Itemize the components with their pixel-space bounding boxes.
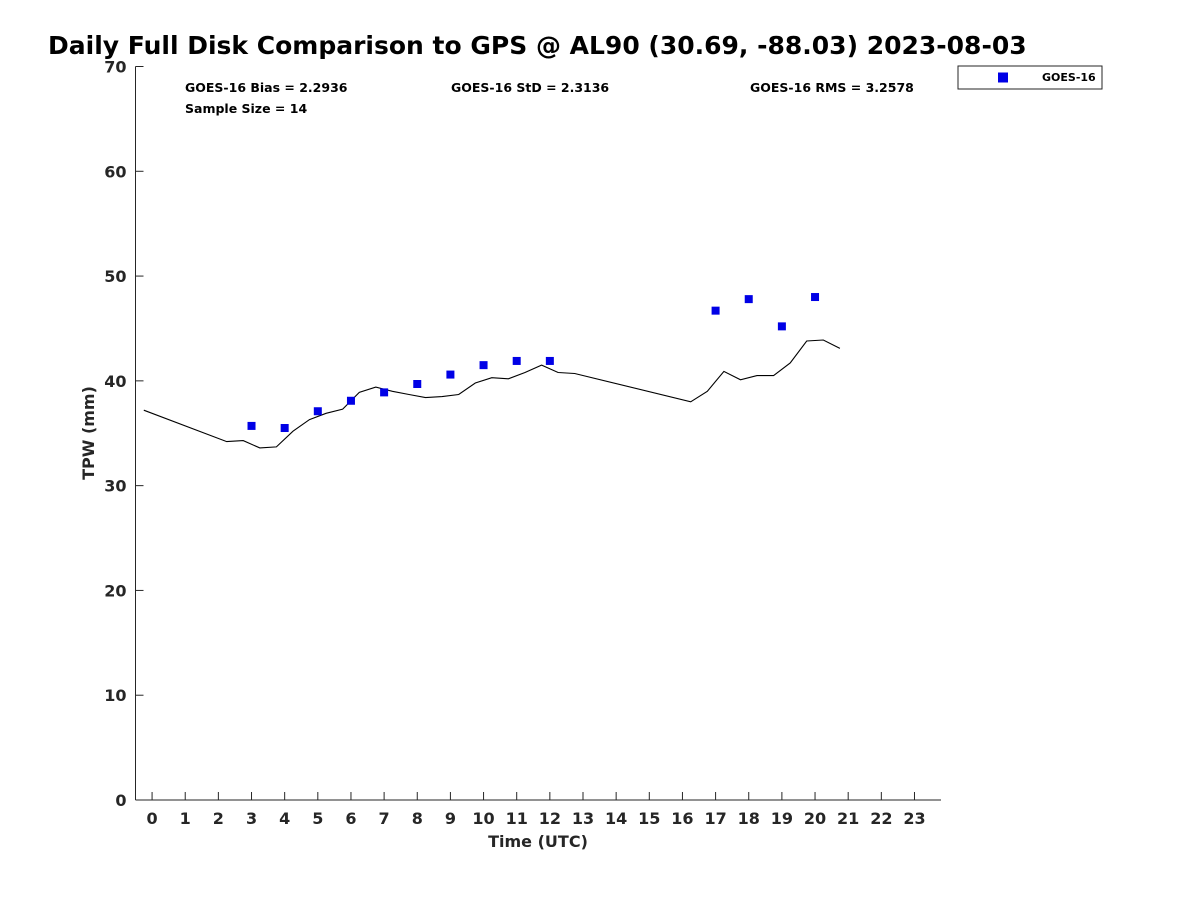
x-tick-label: 20: [804, 809, 826, 828]
goes16-point: [446, 370, 455, 379]
x-tick-label: 7: [379, 809, 390, 828]
x-tick-label: 21: [837, 809, 859, 828]
y-tick-label: 20: [104, 581, 126, 600]
y-tick-label: 0: [115, 791, 126, 810]
x-tick-label: 18: [738, 809, 760, 828]
x-tick-label: 23: [903, 809, 925, 828]
y-axis-label: TPW (mm): [79, 386, 98, 480]
rms-annotation: GOES-16 RMS = 3.2578: [750, 80, 914, 95]
x-tick-label: 12: [539, 809, 561, 828]
x-tick-label: 17: [704, 809, 726, 828]
x-tick-label: 5: [312, 809, 323, 828]
legend-box: [957, 65, 1103, 90]
x-tick-label: 11: [506, 809, 528, 828]
x-tick-label: 19: [771, 809, 793, 828]
x-tick-label: 4: [279, 809, 290, 828]
x-tick-label: 9: [445, 809, 456, 828]
goes16-point: [777, 322, 786, 331]
x-tick-label: 2: [213, 809, 224, 828]
x-tick-label: 10: [472, 809, 494, 828]
y-tick-label: 10: [104, 686, 126, 705]
y-tick-label: 30: [104, 477, 126, 496]
gps-tpw-line: [143, 339, 841, 449]
x-tick-label: 3: [246, 809, 257, 828]
goes16-point: [479, 361, 488, 370]
x-tick-label: 13: [572, 809, 594, 828]
x-tick-label: 1: [180, 809, 191, 828]
x-tick-label: 16: [671, 809, 693, 828]
goes16-point: [545, 356, 554, 365]
chart-title: Daily Full Disk Comparison to GPS @ AL90…: [48, 31, 1027, 60]
y-tick-label: 40: [104, 372, 126, 391]
x-axis-label: Time (UTC): [488, 832, 588, 851]
goes16-point: [512, 356, 521, 365]
legend: GOES-16: [957, 65, 1103, 90]
x-tick-label: 8: [412, 809, 423, 828]
goes16-point: [313, 407, 322, 416]
goes16-point: [811, 293, 820, 302]
legend-label-goes16: GOES-16: [1042, 71, 1096, 84]
sample-size-annotation: Sample Size = 14: [185, 101, 307, 116]
x-tick-label: 0: [147, 809, 158, 828]
goes16-point: [413, 380, 422, 389]
goes16-point: [711, 306, 720, 315]
x-tick-label: 22: [870, 809, 892, 828]
y-tick-label: 60: [104, 162, 126, 181]
bias-annotation: GOES-16 Bias = 2.2936: [185, 80, 348, 95]
goes16-point: [380, 388, 389, 397]
std-annotation: GOES-16 StD = 2.3136: [451, 80, 609, 95]
y-tick-label: 70: [104, 58, 126, 77]
x-tick-label: 15: [638, 809, 660, 828]
goes16-point: [280, 424, 289, 433]
x-tick-label: 14: [605, 809, 627, 828]
y-tick-label: 50: [104, 267, 126, 286]
legend-marker-goes16: [998, 72, 1008, 83]
goes16-point: [346, 396, 355, 405]
goes16-point: [247, 421, 256, 430]
goes16-point: [744, 295, 753, 304]
x-tick-label: 6: [345, 809, 356, 828]
